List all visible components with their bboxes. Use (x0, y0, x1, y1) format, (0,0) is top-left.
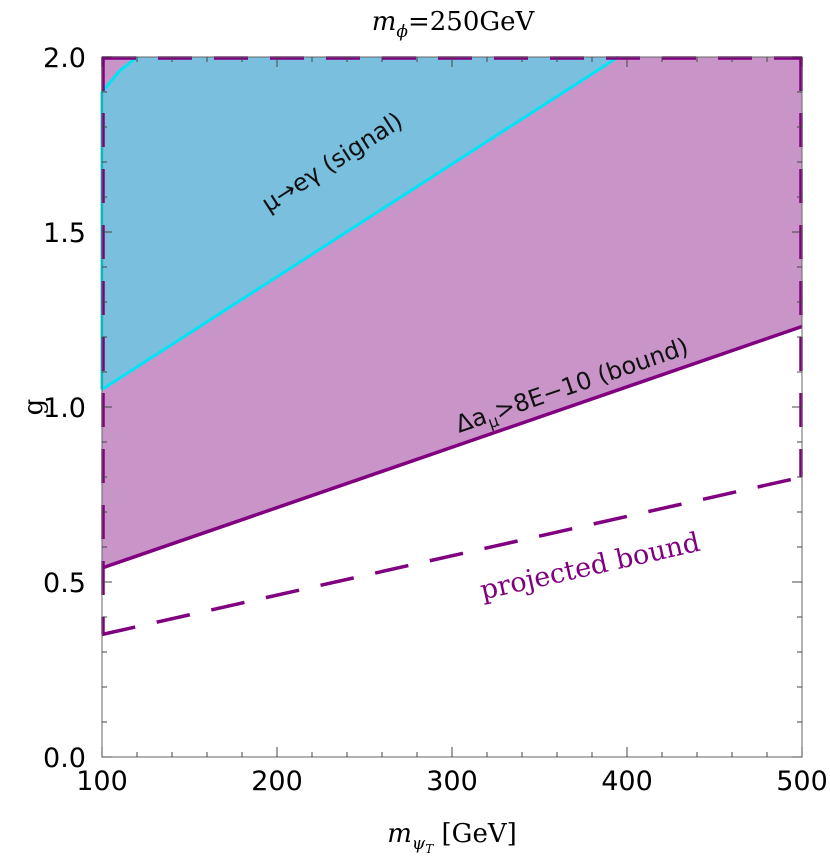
x-tick-label: 400 (601, 766, 653, 797)
axis-ticks (101, 56, 803, 758)
y-tick-label: 1.5 (43, 218, 86, 249)
projected-bound-line (101, 475, 803, 637)
x-tick-labels: 100 200 300 400 500 (76, 766, 828, 797)
chart-title: mϕ=250GeV (372, 7, 536, 42)
y-tick-labels: 0.0 0.5 1.0 1.5 2.0 (43, 43, 86, 774)
y-tick-label: 2.0 (43, 43, 86, 74)
x-tick-label: 500 (776, 766, 828, 797)
y-axis-label: g (19, 399, 49, 416)
x-tick-label: 300 (426, 766, 478, 797)
x-axis-label: mψT [GeV] (387, 819, 517, 856)
signal-boundary-line (101, 55, 620, 391)
y-tick-label: 0.0 (43, 743, 86, 774)
bound-line (101, 324, 803, 570)
projected-bound-label: projected bound (477, 527, 703, 606)
y-tick-label: 0.5 (43, 568, 86, 599)
y-tick-label: 1.0 (43, 393, 86, 424)
x-tick-label: 100 (76, 766, 128, 797)
x-tick-label: 200 (251, 766, 303, 797)
